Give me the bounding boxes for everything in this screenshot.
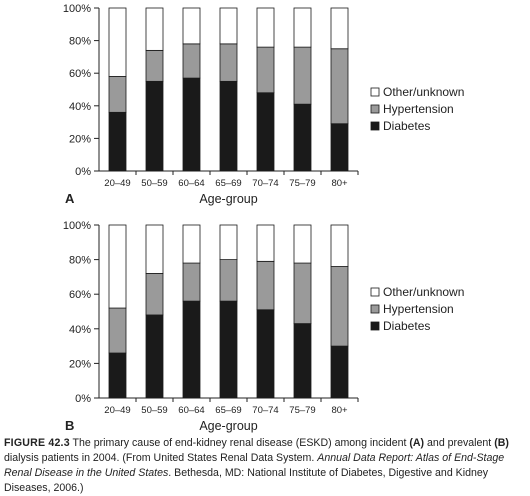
x-tick-label: 80+ xyxy=(331,405,348,416)
bar-segment-other-unknown xyxy=(145,7,164,51)
y-tick-label: 40% xyxy=(69,101,91,113)
bar-segment-hypertension xyxy=(108,76,127,113)
legend-label: Hypertension xyxy=(383,302,454,316)
bar-segment-hypertension xyxy=(256,260,275,311)
bar-segment-hypertension xyxy=(145,49,164,82)
legend-swatch xyxy=(370,287,380,297)
bar-segment-other-unknown xyxy=(108,7,127,77)
bar-segment-diabetes xyxy=(219,300,238,399)
panel-label: A xyxy=(65,191,75,206)
y-tick-label: 0% xyxy=(75,393,91,405)
bar-segment-diabetes xyxy=(256,309,275,399)
y-tick-label: 80% xyxy=(69,255,91,267)
bar-segment-hypertension xyxy=(293,46,312,105)
legend: Other/unknown Hypertension Diabetes xyxy=(370,85,464,133)
legend-swatch xyxy=(370,121,380,131)
x-axis-title: Age-group xyxy=(199,419,257,433)
legend-label: Diabetes xyxy=(383,119,430,133)
bar-segment-other-unknown xyxy=(293,7,312,48)
caption-text-3: dialysis patients in 2004. (From United … xyxy=(4,452,318,464)
bar-segment-other-unknown xyxy=(293,224,312,264)
bar-segment-other-unknown xyxy=(145,224,164,274)
bar-segment-diabetes xyxy=(293,323,312,399)
bar-segment-other-unknown xyxy=(182,224,201,264)
bar-segment-other-unknown xyxy=(256,224,275,262)
bar-segment-hypertension xyxy=(330,266,349,347)
y-tick-label: 100% xyxy=(63,220,91,232)
x-tick-label: 75–79 xyxy=(289,178,315,189)
bar-segment-diabetes xyxy=(293,103,312,172)
x-tick-label: 20–49 xyxy=(104,405,130,416)
bar-segment-diabetes xyxy=(182,77,201,172)
bar-segment-hypertension xyxy=(182,43,201,79)
y-tick-label: 80% xyxy=(69,36,91,48)
x-tick-label: 65–69 xyxy=(215,405,241,416)
bar-segment-hypertension xyxy=(182,262,201,302)
bar-segment-hypertension xyxy=(145,273,164,316)
legend-label: Other/unknown xyxy=(383,285,464,299)
bar-segment-diabetes xyxy=(219,80,238,172)
bar-segment-diabetes xyxy=(145,80,164,172)
y-tick-label: 20% xyxy=(69,358,91,370)
x-tick-label: 70–74 xyxy=(252,178,278,189)
caption-text-2: and prevalent xyxy=(424,437,495,449)
y-tick-label: 60% xyxy=(69,68,91,80)
caption-label: FIGURE 42.3 xyxy=(4,437,70,449)
chart-panel-a: 0% 20% 40% 60% 80% 100% 20–49 50–59 60–64 65–69 70… xyxy=(63,3,465,206)
x-tick-label: 20–49 xyxy=(104,178,130,189)
bar-segment-diabetes xyxy=(145,314,164,399)
bar-segment-other-unknown xyxy=(256,7,275,48)
y-tick-label: 0% xyxy=(75,166,91,178)
bar-segment-diabetes xyxy=(108,352,127,399)
x-tick-label: 80+ xyxy=(331,178,348,189)
x-tick-label: 50–59 xyxy=(141,405,167,416)
y-tick-label: 100% xyxy=(63,3,91,15)
x-tick-label: 60–64 xyxy=(178,405,204,416)
caption-panel-a: (A) xyxy=(409,437,425,449)
legend-label: Other/unknown xyxy=(383,85,464,99)
caption-italic-title: Annual Data Report: Atlas of End-Stage R… xyxy=(4,452,505,479)
chart-panel-b: 0% 20% 40% 60% 80% 100% 20–49 50–59 60–64 65–69 70… xyxy=(63,220,465,433)
bar-segment-diabetes xyxy=(330,123,349,172)
x-tick-label: 50–59 xyxy=(141,178,167,189)
y-tick-label: 60% xyxy=(69,289,91,301)
x-tick-label: 75–79 xyxy=(289,405,315,416)
x-tick-label: 65–69 xyxy=(215,178,241,189)
x-tick-label: 60–64 xyxy=(178,178,204,189)
legend-label: Diabetes xyxy=(383,319,430,333)
figure-caption: FIGURE 42.3 The primary cause of end-kid… xyxy=(4,436,526,496)
bar-segment-other-unknown xyxy=(219,7,238,45)
bar-segment-other-unknown xyxy=(219,224,238,260)
bar-segment-diabetes xyxy=(108,111,127,172)
legend-swatch xyxy=(370,304,380,314)
bar-segment-hypertension xyxy=(293,262,312,325)
figure: 0% 20% 40% 60% 80% 100% 20–49 50–59 60–64 65–69 70… xyxy=(63,3,465,433)
caption-text-1: The primary cause of end-kidney renal di… xyxy=(69,437,410,449)
legend-label: Hypertension xyxy=(383,102,454,116)
bar-segment-diabetes xyxy=(256,92,275,172)
y-tick-label: 40% xyxy=(69,324,91,336)
bar-segment-hypertension xyxy=(256,46,275,94)
bar-segment-hypertension xyxy=(219,259,238,302)
bar-segment-other-unknown xyxy=(108,224,127,309)
bar-segment-diabetes xyxy=(182,300,201,399)
bar-segment-hypertension xyxy=(108,307,127,354)
bar-segment-other-unknown xyxy=(330,224,349,267)
x-tick-label: 70–74 xyxy=(252,405,278,416)
legend: Other/unknown Hypertension Diabetes xyxy=(370,285,464,333)
bar-segment-hypertension xyxy=(330,48,349,125)
bar-segment-other-unknown xyxy=(182,7,201,45)
bar-segment-hypertension xyxy=(219,43,238,82)
bar-segment-other-unknown xyxy=(330,7,349,50)
legend-swatch xyxy=(370,87,380,97)
bar-segment-diabetes xyxy=(330,345,349,399)
x-axis-title: Age-group xyxy=(199,192,257,206)
legend-swatch xyxy=(370,321,380,331)
y-tick-label: 20% xyxy=(69,133,91,145)
caption-panel-b: (B) xyxy=(494,437,509,449)
legend-swatch xyxy=(370,104,380,114)
panel-label: B xyxy=(65,418,74,433)
